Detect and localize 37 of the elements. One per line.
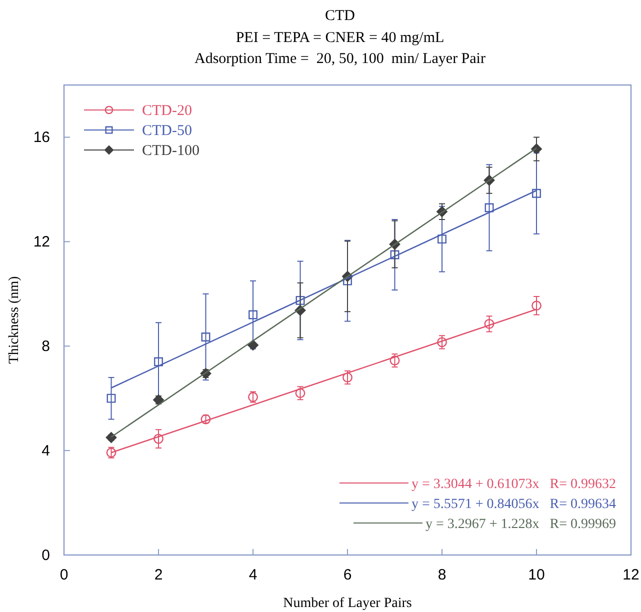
x-tick-label: 0 [60, 566, 68, 584]
y-tick-label: 12 [33, 233, 50, 250]
point [201, 332, 210, 342]
point [106, 394, 116, 403]
y-tick-label: 16 [33, 129, 50, 146]
legend-label: y = 3.2967 + 1.228x R= 0.99969 [425, 517, 616, 532]
x-tick-label: 10 [528, 566, 545, 584]
y-tick-label: 8 [42, 338, 50, 355]
x-tick-label: 4 [248, 566, 258, 584]
y-tick-label: 4 [42, 442, 50, 460]
point [295, 388, 306, 398]
chart-title: CTD [325, 8, 356, 24]
point [484, 203, 494, 212]
point [248, 310, 258, 320]
y-tick-label: 0 [42, 546, 50, 564]
point [154, 357, 163, 366]
legend-label: y = 3.3044 + 0.61073x R= 0.99632 [411, 477, 616, 492]
point [154, 434, 164, 444]
chart-subtitle: PEI = TEPA = CNER = 40 mg/mL Adsorption Time = 20, 50, 100 min/ Layer Pair [194, 30, 486, 67]
x-axis-title: Number of Layer Pairs [283, 596, 412, 611]
point [296, 296, 305, 305]
legend-label: CTD-20 [142, 103, 192, 119]
legend-label: y = 5.5571 + 0.84056x R= 0.99634 [411, 497, 616, 512]
point [438, 234, 446, 244]
x-tick-label: 2 [154, 566, 163, 584]
legend-label: CTD-50 [142, 123, 192, 139]
x-tick-label: 6 [343, 566, 352, 584]
x-tick-label: 12 [622, 566, 640, 584]
legend-label: CTD-100 [142, 143, 200, 159]
x-tick-label: 8 [438, 566, 446, 584]
point [532, 300, 542, 311]
point [532, 188, 541, 198]
y-axis-title: Thickness (nm) [7, 276, 22, 364]
point [484, 318, 494, 329]
point [342, 372, 352, 382]
point [390, 250, 400, 260]
point [390, 356, 400, 366]
